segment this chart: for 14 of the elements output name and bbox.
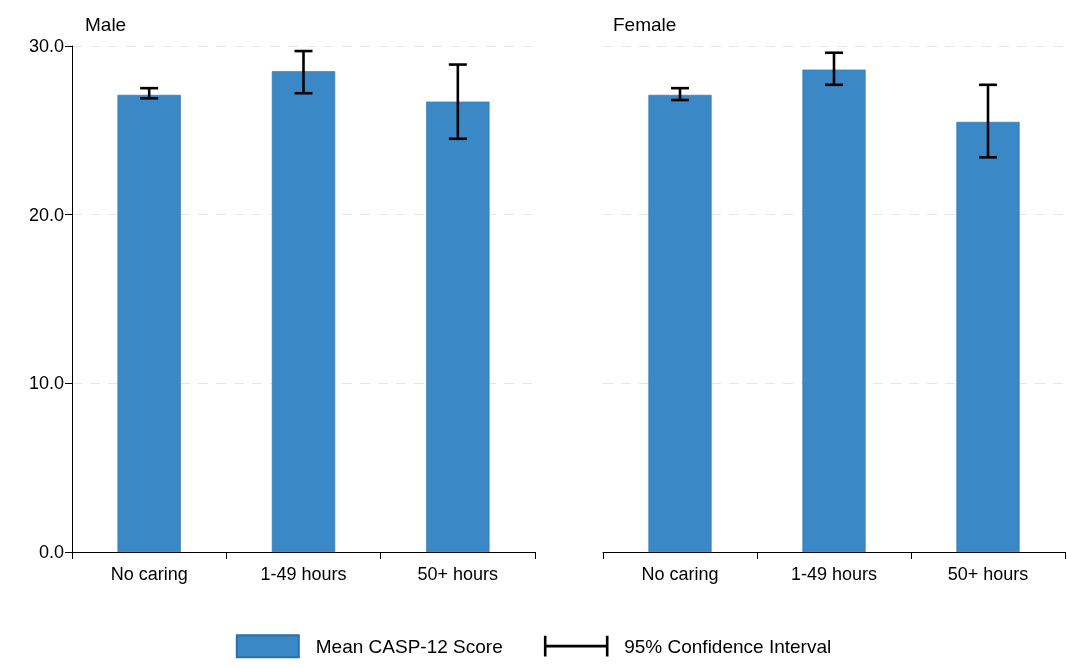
x-tick-label: 50+ hours [417, 564, 499, 584]
text: 95% Confidence Interval [624, 635, 832, 657]
y-tick-label: 0.0 [38, 542, 64, 562]
y-tick-label: 20.0 [28, 204, 64, 225]
y-tick-label: 30.0 [28, 36, 64, 56]
x-tick-label: No caring [110, 564, 188, 584]
x-tick-label: 1-49 hours [260, 564, 347, 584]
x-tick-label: 1-49 hours [790, 564, 878, 584]
x-tick-label: 50+ hours [947, 564, 1029, 584]
legend-label: Mean CASP-12 Score [315, 635, 503, 657]
chart-title: Female [613, 14, 677, 35]
x-tick-label: No caring [641, 564, 719, 584]
chart-title: Male [85, 14, 127, 35]
y-tick-label: 10.0 [28, 373, 64, 394]
